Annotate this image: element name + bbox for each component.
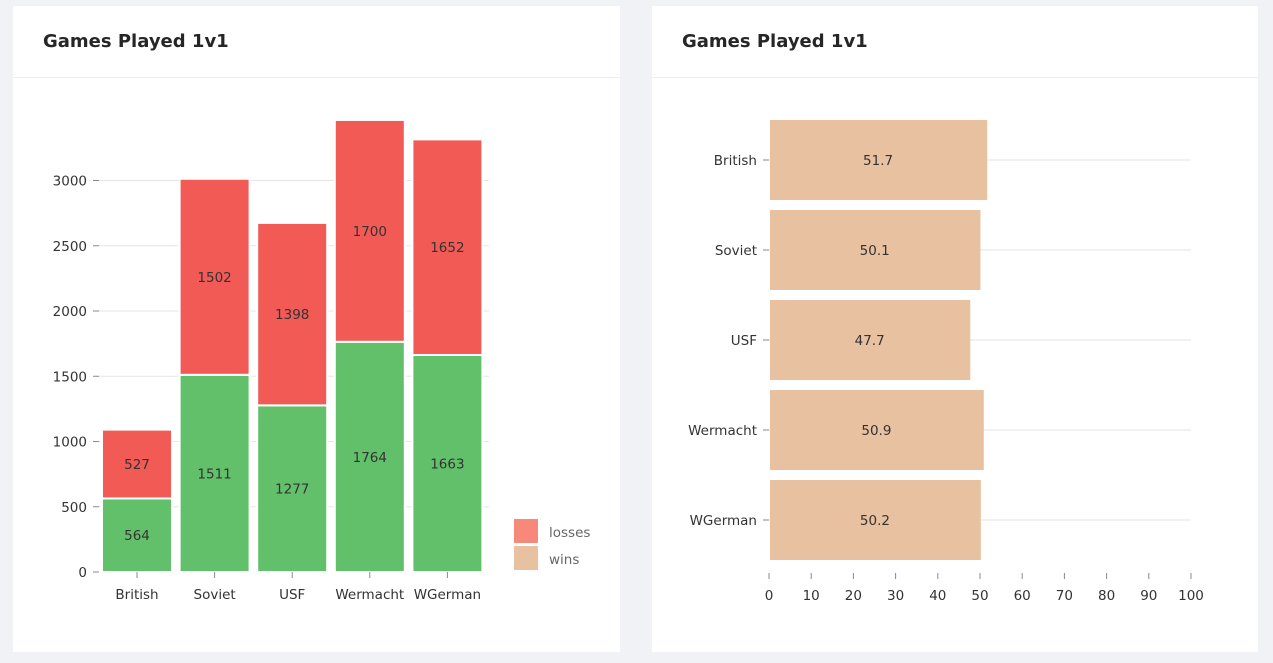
bar-losses: [411, 138, 484, 356]
bar-wins: [333, 340, 406, 573]
y-tick-label: 500: [61, 500, 87, 516]
x-tick-label: 20: [845, 588, 862, 604]
bar: [770, 210, 981, 290]
y-tick-label: 1500: [53, 369, 87, 385]
x-tick-label: 10: [803, 588, 820, 604]
bar-value-label: 1502: [197, 270, 231, 286]
card-header: Games Played 1v1: [652, 6, 1258, 78]
bar-value-label: 47.7: [855, 333, 885, 349]
bar-value-label: 564: [124, 528, 150, 544]
x-tick-label: 30: [887, 588, 904, 604]
legend-label: wins: [549, 552, 579, 568]
stacked-bar-chart: 0 500 1000 1500 2000 2500 3000 564 527 British 151…: [53, 118, 590, 603]
x-tick-label: Wermacht: [335, 587, 404, 603]
card-title: Games Played 1v1: [682, 31, 868, 52]
bar-losses: [178, 177, 251, 376]
horizontal-bar-chart: 51.7 British 50.1 Soviet 47.7 USF 50.9 Wermacht…: [688, 120, 1204, 604]
x-tick-label: 50: [971, 588, 988, 604]
bar-losses: [333, 118, 406, 343]
card-title: Games Played 1v1: [43, 31, 229, 52]
y-tick-label: 1000: [53, 435, 87, 451]
bar-value-label: 50.1: [860, 243, 890, 259]
bar-value-label: 50.9: [861, 423, 891, 439]
y-tick-label: 0: [78, 565, 87, 581]
bar-value-label: 1398: [275, 307, 309, 323]
x-tick-label: 0: [765, 588, 774, 604]
y-tick-label: 3000: [53, 174, 87, 190]
bar: [770, 120, 988, 200]
bar-wins: [101, 497, 173, 574]
bar-value-label: 1764: [353, 450, 387, 466]
y-tick-label: USF: [731, 333, 757, 349]
bar: [770, 390, 984, 470]
legend-swatch-losses: [514, 519, 538, 543]
x-tick-label: 100: [1178, 588, 1204, 604]
bar-value-label: 1511: [197, 466, 231, 482]
bar-value-label: 51.7: [863, 153, 893, 169]
x-tick-label: 70: [1056, 588, 1073, 604]
x-tick-label: 90: [1140, 588, 1157, 604]
card-header: Games Played 1v1: [13, 6, 620, 78]
chart-card-stacked: Games Played 1v1 0 500 1000 1500 2000 2500 300…: [13, 6, 620, 652]
bar-value-label: 1700: [353, 224, 387, 240]
bar: [770, 480, 981, 560]
x-tick-label: USF: [279, 587, 305, 603]
bar-value-label: 1652: [430, 240, 464, 256]
x-tick-label: 80: [1098, 588, 1115, 604]
bar-value-label: 50.2: [860, 513, 890, 529]
chart-card-horizontal: Games Played 1v1 51.7 British 50.1 Soviet 47…: [652, 6, 1258, 652]
bar-wins: [256, 404, 329, 573]
bar-value-label: 1663: [430, 456, 464, 472]
bar-value-label: 1277: [275, 482, 309, 498]
y-tick-label: British: [714, 153, 757, 169]
legend-swatch-wins: [514, 546, 538, 570]
x-tick-label: WGerman: [414, 587, 481, 603]
bar-losses: [101, 428, 173, 500]
x-tick-label: Soviet: [194, 587, 236, 603]
y-tick-label: 2500: [53, 239, 87, 255]
y-tick-label: Wermacht: [688, 423, 757, 439]
y-tick-label: Soviet: [715, 243, 757, 259]
x-tick-label: British: [115, 587, 158, 603]
bar: [770, 300, 971, 380]
y-tick-label: WGerman: [690, 513, 757, 529]
x-tick-label: 40: [929, 588, 946, 604]
bar-value-label: 527: [124, 457, 150, 473]
y-tick-label: 2000: [53, 304, 87, 320]
legend-label: losses: [549, 525, 590, 541]
x-tick-label: 60: [1014, 588, 1031, 604]
bar-losses: [256, 221, 329, 407]
